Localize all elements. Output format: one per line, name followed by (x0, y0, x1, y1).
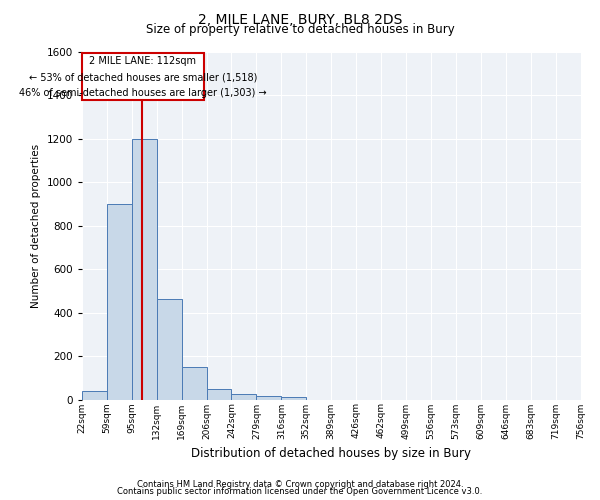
Bar (82, 52, 204, 100)
Bar (82, 391, 107, 400)
Bar (157, 300, 182, 400)
Bar (107, 204, 132, 400)
Bar (256, 396, 281, 400)
Bar (281, 398, 306, 400)
Text: Contains HM Land Registry data © Crown copyright and database right 2024.: Contains HM Land Registry data © Crown c… (137, 480, 463, 489)
Text: 2 MILE LANE: 112sqm: 2 MILE LANE: 112sqm (89, 56, 196, 66)
Bar (132, 138, 157, 400)
Text: ← 53% of detached houses are smaller (1,518): ← 53% of detached houses are smaller (1,… (29, 72, 257, 82)
Text: 46% of semi-detached houses are larger (1,303) →: 46% of semi-detached houses are larger (… (19, 88, 267, 98)
X-axis label: Distribution of detached houses by size in Bury: Distribution of detached houses by size … (191, 447, 471, 460)
Text: 2, MILE LANE, BURY, BL8 2DS: 2, MILE LANE, BURY, BL8 2DS (198, 12, 402, 26)
Text: Contains public sector information licensed under the Open Government Licence v3: Contains public sector information licen… (118, 487, 482, 496)
Text: Size of property relative to detached houses in Bury: Size of property relative to detached ho… (146, 22, 454, 36)
Bar (232, 394, 256, 400)
Bar (182, 367, 206, 400)
Bar (206, 388, 232, 400)
Y-axis label: Number of detached properties: Number of detached properties (31, 144, 41, 308)
